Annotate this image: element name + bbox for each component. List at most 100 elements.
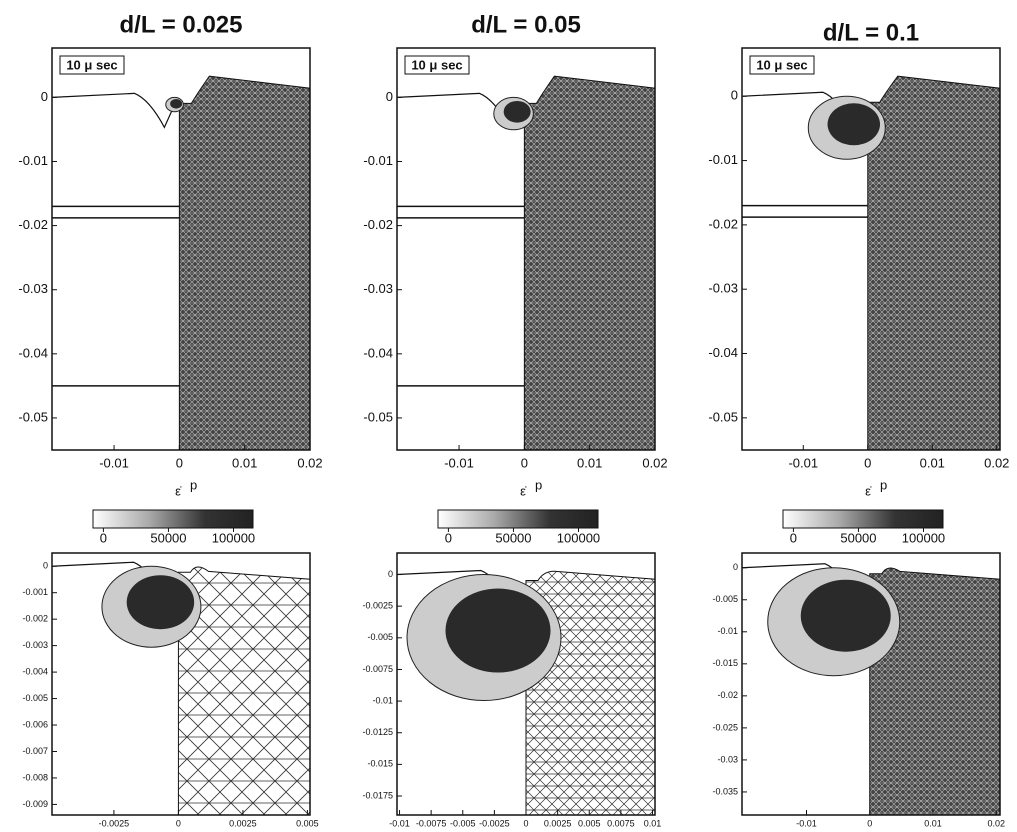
x-tick-label: -0.01 [99,455,129,470]
y-tick-label: 0 [386,89,393,104]
y-tick-label: -0.004 [22,666,48,676]
time-box [59,55,125,75]
y-tick-label: -0.01 [717,626,738,636]
y-tick-label: -0.05 [18,409,48,424]
colorbar [437,509,599,529]
y-tick-label: -0.015 [367,759,393,769]
colorbar-superscript: p [190,477,197,492]
x-tick-label: -0.01 [389,818,410,828]
y-tick-label: -0.01 [372,695,393,705]
x-tick-label: 0 [521,455,528,470]
x-tick-label: -0.0075 [416,818,447,828]
y-tick-label: -0.015 [712,658,738,668]
colorbar-tick-label: 50000 [150,530,186,545]
y-tick-label: -0.005 [367,632,393,642]
colorbar-tick-label: 100000 [902,530,945,545]
colorbar-superscript: p [535,477,542,492]
x-tick-label: 0.01 [577,455,602,470]
frame [741,552,1001,816]
y-tick-label: -0.007 [22,746,48,756]
colorbar-tick-label: 50000 [495,530,531,545]
y-tick-label: -0.0075 [362,664,393,674]
y-tick-label: 0 [41,89,48,104]
y-tick-label: -0.025 [712,722,738,732]
y-tick-label: -0.002 [22,614,48,624]
x-tick-label: 0 [867,818,872,828]
colorbar-tick-label: 100000 [212,530,255,545]
y-tick-label: -0.006 [22,719,48,729]
x-tick-label: 0.01 [232,455,257,470]
x-tick-label: 0.01 [644,818,662,828]
y-tick-label: -0.02 [363,217,393,232]
x-tick-label: -0.01 [444,455,474,470]
zone-inner [503,100,531,123]
x-tick-label: 0.02 [987,818,1005,828]
zone-inner [126,575,195,630]
x-tick-label: 0.02 [984,455,1009,470]
y-tick-label: -0.03 [363,281,393,296]
mesh [867,75,1001,451]
y-tick-label: -0.04 [708,345,738,360]
x-tick-label: -0.0025 [479,818,510,828]
y-tick-label: -0.02 [18,217,48,232]
bottom-panel: -0.01 -0.0075 -0.005 -0.0025 0 0.0025 0.005 0.0… [362,552,662,828]
y-tick-label: -0.0175 [362,790,393,800]
time-label: 10 μ sec [756,57,807,72]
colorbar-tick-label: 0 [790,530,797,545]
mesh [178,75,311,451]
y-tick-label: -0.05 [363,409,393,424]
x-tick-label: 0 [176,818,181,828]
y-tick-label: -0.01 [363,153,393,168]
mesh [523,75,656,451]
x-tick-label: -0.01 [788,455,818,470]
surface [51,92,174,129]
x-tick-label: 0.01 [924,818,942,828]
y-tick-label: -0.009 [22,799,48,809]
x-tick-label: 0.02 [297,455,322,470]
time-label: 10 μ sec [66,57,117,72]
y-tick-label: -0.008 [22,772,48,782]
y-tick-label: -0.03 [18,281,48,296]
x-tick-label: 0.005 [296,818,319,828]
x-tick-label: -0.0025 [99,818,130,828]
y-tick-label: -0.005 [22,693,48,703]
y-tick-label: 0 [388,569,393,579]
y-tick-label: -0.003 [22,640,48,650]
top-panel: 10 μ sec d/L = 0.025 -0.01 0 0.01 0.02 0 -0.01 -… [18,11,322,470]
zone-inner [170,98,183,109]
x-tick-label: 0.005 [578,818,601,828]
colorbar-tick-label: 50000 [840,530,876,545]
frame [396,47,656,451]
y-tick-label: -0.05 [708,409,738,424]
y-tick-label: -0.0125 [362,727,393,737]
colorbar-symbol: ε̇ [520,483,527,498]
y-tick-label: 0 [731,88,738,103]
panel-title: d/L = 0.05 [471,11,581,38]
colorbar-superscript: p [880,477,887,492]
panel-title: d/L = 0.025 [120,11,243,38]
y-tick-label: 0 [43,561,48,571]
y-tick-label: -0.02 [708,216,738,231]
y-tick-label: -0.04 [363,345,393,360]
zone-inner [800,579,891,652]
colorbar-tick-label: 0 [100,530,107,545]
y-tick-label: -0.035 [712,786,738,796]
colorbar-symbol: ε̇ [865,483,872,498]
y-tick-label: -0.001 [22,587,48,597]
time-box [404,55,470,75]
y-tick-label: -0.005 [712,594,738,604]
colorbar [782,509,944,529]
x-tick-label: 0.01 [920,455,945,470]
bottom-panel: -0.01 0 0.01 0.02 0 -0.005 -0.01 -0.015 -0.02 -0.… [712,552,1005,828]
x-tick-label: 0 [523,818,528,828]
x-tick-label: -0.01 [796,818,817,828]
zone-inner [445,588,551,673]
panel-title: d/L = 0.1 [823,19,919,46]
zone-inner [827,103,881,146]
y-tick-label: -0.03 [708,281,738,296]
y-tick-label: -0.04 [18,345,48,360]
top-panel: 10 μ sec d/L = 0.05 -0.01 0 0.01 0.02 0 -0.01 -0… [363,11,667,470]
y-tick-label: -0.01 [18,153,48,168]
x-tick-label: 0 [864,455,871,470]
